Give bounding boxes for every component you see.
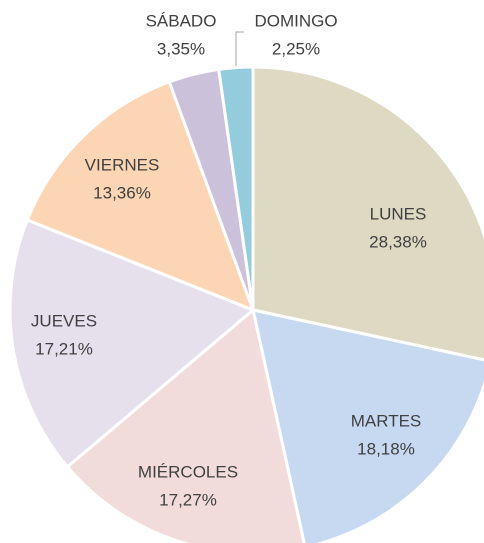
slice-label: DOMINGO: [254, 11, 337, 30]
slice-label: VIERNES: [85, 155, 160, 174]
pie-slice: [251, 308, 484, 543]
value-label: 18,18%: [357, 439, 415, 458]
value-label: 13,36%: [93, 183, 151, 202]
slice-label: SÁBADO: [146, 11, 217, 30]
pie-slice: [251, 65, 484, 362]
pie-slice: [217, 65, 255, 312]
value-label: 2,25%: [272, 39, 320, 58]
pie-slice: [8, 218, 255, 469]
value-label: 17,27%: [159, 490, 217, 509]
pie-slice: [65, 308, 306, 543]
slice-label: JUEVES: [31, 311, 97, 330]
value-label: 17,21%: [35, 339, 93, 358]
slice-label: MIÉRCOLES: [138, 462, 238, 481]
value-label: 3,35%: [157, 39, 205, 58]
pie-slice: [25, 80, 255, 312]
slice-label: LUNES: [370, 204, 427, 223]
leader-line: [235, 31, 244, 66]
value-label: 28,38%: [369, 232, 427, 251]
slice-label: MARTES: [351, 411, 422, 430]
